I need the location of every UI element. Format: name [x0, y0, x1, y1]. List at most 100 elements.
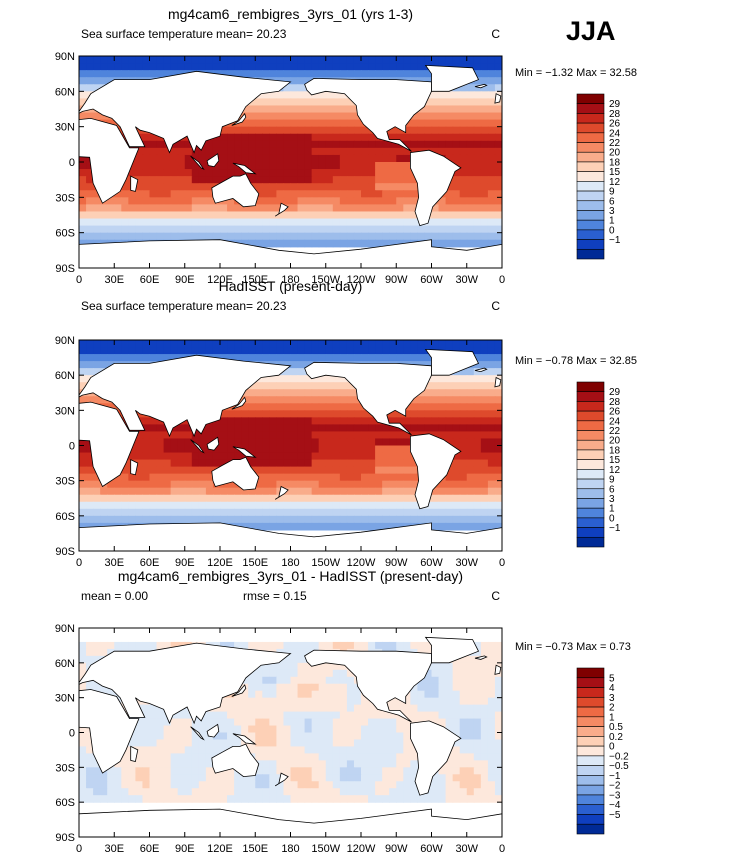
field-cell — [184, 232, 193, 241]
lon-tick-label: 120W — [347, 557, 376, 569]
field-cell — [304, 169, 313, 177]
field-cell — [452, 466, 461, 475]
field-cell — [304, 154, 313, 163]
field-cell — [361, 431, 369, 440]
land-outline — [211, 743, 260, 778]
field-cell — [135, 466, 144, 475]
field-cell — [325, 183, 334, 191]
field-cell — [135, 718, 144, 727]
field-cell — [375, 239, 383, 248]
field-cell — [149, 417, 158, 425]
field-cell — [389, 718, 397, 727]
field-cell — [353, 725, 362, 734]
field-cell — [262, 487, 270, 496]
field-cell — [494, 126, 502, 135]
field-cell — [269, 704, 277, 713]
field-cell — [241, 795, 249, 803]
field-cell — [389, 176, 397, 184]
field-cell — [220, 340, 228, 348]
field-cell — [297, 683, 306, 692]
field-cell — [403, 487, 411, 496]
field-cell — [382, 140, 390, 149]
field-cell — [269, 487, 277, 496]
field-cell — [170, 176, 179, 184]
colorbar-box — [576, 122, 605, 134]
lon-tick-label: 120E — [207, 843, 233, 855]
field-cell — [290, 760, 299, 768]
field-cell — [473, 56, 482, 64]
field-cell — [361, 154, 369, 163]
field-cell — [198, 63, 207, 71]
field-cell — [255, 718, 263, 727]
field-cell — [339, 662, 348, 671]
field-cell — [389, 480, 397, 489]
field-cell — [375, 466, 383, 475]
field-cell — [452, 431, 461, 440]
field-cell — [473, 753, 482, 761]
field-cell — [424, 389, 433, 397]
field-cell — [361, 501, 369, 510]
field-cell — [79, 375, 87, 383]
field-cell — [431, 683, 440, 692]
field-cell — [339, 445, 348, 454]
field-cell — [149, 70, 158, 78]
field-cell — [431, 133, 440, 142]
field-cell — [304, 112, 313, 121]
field-cell — [248, 403, 256, 411]
field-cell — [227, 732, 235, 741]
field-cell — [170, 211, 179, 220]
field-cell — [177, 746, 186, 754]
field-cell — [382, 354, 390, 362]
field-cell — [290, 225, 299, 234]
field-cell — [79, 767, 87, 775]
field-cell — [220, 459, 228, 468]
field-cell — [142, 340, 151, 348]
field-cell — [79, 77, 87, 85]
field-cell — [227, 162, 235, 170]
field-cell — [339, 459, 348, 468]
field-cell — [417, 133, 426, 142]
field-cell — [107, 232, 115, 241]
field-cell — [184, 431, 193, 440]
field-cell — [241, 239, 249, 248]
field-cell — [93, 77, 101, 85]
field-cell — [79, 774, 87, 782]
field-cell — [297, 375, 306, 383]
field-cell — [135, 347, 144, 355]
field-cell — [487, 501, 496, 510]
field-cell — [290, 218, 299, 227]
field-cell — [375, 204, 383, 213]
field-cell — [149, 204, 158, 213]
field-cell — [318, 211, 327, 220]
field-cell — [353, 112, 362, 121]
field-cell — [248, 795, 256, 803]
field-cell — [255, 112, 263, 121]
field-cell — [375, 147, 383, 156]
field-cell — [452, 91, 461, 99]
field-cell — [318, 515, 327, 524]
field-cell — [283, 98, 292, 107]
field-cell — [248, 147, 256, 156]
field-cell — [389, 133, 397, 142]
field-cell — [142, 225, 151, 234]
field-cell — [304, 431, 313, 440]
field-cell — [276, 466, 285, 475]
field-cell — [417, 112, 426, 121]
field-cell — [269, 641, 277, 650]
field-cell — [114, 225, 122, 234]
field-cell — [79, 396, 87, 404]
field-cell — [438, 431, 447, 440]
field-cell — [86, 494, 94, 503]
field-cell — [459, 169, 468, 177]
field-cell — [332, 340, 341, 348]
lon-tick-label: 0 — [499, 843, 505, 855]
field-cell — [353, 697, 362, 706]
field-cell — [93, 494, 101, 503]
field-cell — [163, 767, 172, 775]
field-cell — [269, 508, 277, 517]
field-cell — [220, 211, 228, 220]
field-cell — [255, 56, 263, 64]
field-cell — [311, 431, 320, 440]
field-cell — [487, 232, 496, 241]
field-cell — [177, 739, 186, 748]
